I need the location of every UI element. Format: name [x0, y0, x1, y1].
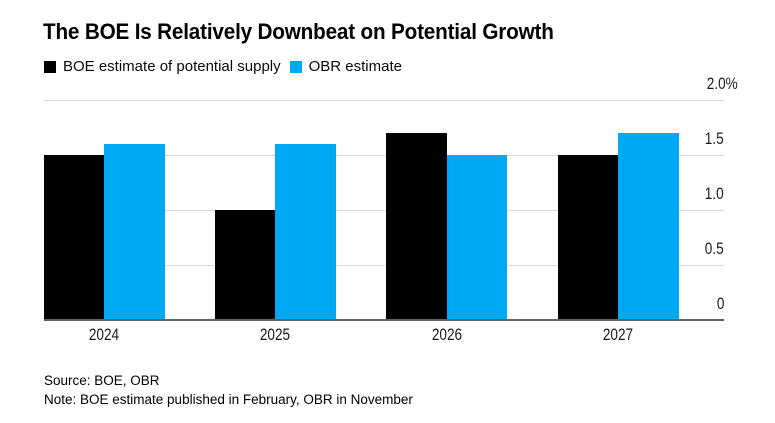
bar-boe-2025 — [214, 209, 276, 320]
y-tick-label-0: 0 — [716, 293, 724, 313]
legend-label-boe: BOE estimate of potential supply — [63, 58, 281, 75]
legend-item-obr: OBR estimate — [289, 58, 402, 75]
x-tick-label-2025: 2025 — [260, 325, 291, 344]
y-tick-label-2.0: 2.0% — [707, 74, 738, 93]
gridline-1.5 — [44, 154, 724, 156]
bar-obr-2024 — [104, 143, 165, 320]
chart-legend: BOE estimate of potential supply OBR est… — [44, 58, 402, 75]
source-text: Source: BOE, OBR — [44, 373, 160, 388]
gridline-2.0 — [44, 100, 724, 101]
y-tick-label-1.0: 1.0 — [705, 183, 724, 203]
x-axis-line — [44, 319, 724, 321]
x-tick-label-2026: 2026 — [431, 325, 462, 344]
legend-swatch-obr-icon — [289, 60, 302, 73]
legend-label-obr: OBR estimate — [308, 58, 402, 75]
legend-item-boe: BOE estimate of potential supply — [44, 58, 281, 75]
gridline-0.5 — [44, 264, 724, 266]
gridline-1.0 — [44, 209, 724, 211]
y-tick-label-1.5: 1.5 — [705, 128, 724, 148]
bar-boe-2027 — [557, 154, 618, 320]
bar-obr-2026 — [446, 154, 508, 320]
note-text: Note: BOE estimate published in February… — [44, 391, 413, 407]
y-tick-label-0.5: 0.5 — [705, 238, 724, 258]
bar-obr-2025 — [275, 143, 336, 320]
x-tick-label-2027: 2027 — [602, 325, 634, 344]
chart-title: The BOE Is Relatively Downbeat on Potent… — [43, 19, 554, 44]
bar-obr-2027 — [618, 132, 679, 320]
bar-boe-2024 — [43, 154, 104, 320]
x-tick-label-2024: 2024 — [88, 325, 120, 344]
bar-boe-2026 — [386, 132, 447, 320]
legend-swatch-boe-icon — [44, 60, 56, 73]
chart-footer: Source: BOE, OBR Note: BOE estimate publ… — [44, 372, 413, 409]
